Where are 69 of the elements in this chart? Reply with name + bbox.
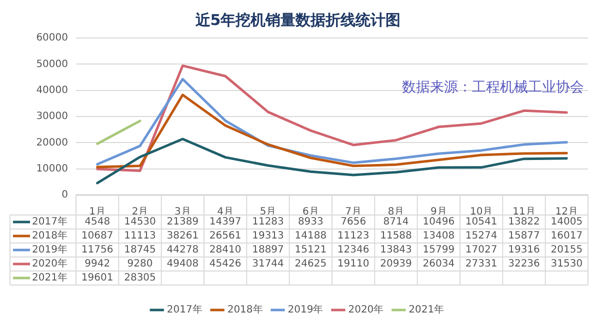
- data-label: 26561: [209, 230, 242, 242]
- data-label: 17027: [465, 244, 498, 256]
- data-label: 24625: [294, 258, 327, 270]
- data-label: 15121: [294, 244, 327, 256]
- text: 2020年: [348, 304, 384, 316]
- data-label: 26034: [422, 258, 455, 270]
- legend-label: 2017年: [32, 216, 68, 228]
- data-label: 7656: [340, 216, 366, 228]
- data-label: 16017: [550, 230, 583, 242]
- chart-title: 近5年挖机销量数据折线统计图: [194, 10, 401, 29]
- data-label: 8714: [383, 216, 409, 228]
- y-tick-label: 50000: [36, 58, 68, 70]
- data-label: 10687: [81, 230, 114, 242]
- data-label: 44278: [166, 244, 199, 256]
- data-label: 13408: [422, 230, 455, 242]
- data-label: 31530: [550, 258, 583, 270]
- data-label: 14397: [209, 216, 242, 228]
- data-label: 20939: [380, 258, 412, 270]
- data-label: 11283: [252, 216, 284, 228]
- data-label: 10496: [422, 216, 455, 228]
- data-label: 15877: [508, 230, 540, 242]
- legend-label: 2020年: [32, 258, 68, 270]
- y-tick-label: 60000: [36, 32, 68, 44]
- text: 2018年: [227, 304, 263, 316]
- legend-label: 2021年: [32, 272, 68, 284]
- data-label: 11756: [81, 244, 114, 256]
- data-label: 11123: [337, 230, 370, 242]
- data-label: 9280: [127, 258, 153, 270]
- data-label: 12346: [337, 244, 370, 256]
- data-label: 19316: [508, 244, 540, 256]
- data-label: 15799: [422, 244, 455, 256]
- data-label: 13843: [380, 244, 412, 256]
- data-label: 15274: [465, 230, 498, 242]
- data-label: 9942: [84, 258, 110, 270]
- data-label: 13822: [508, 216, 540, 228]
- data-label: 18745: [124, 244, 156, 256]
- data-label: 8933: [298, 216, 324, 228]
- data-label: 27331: [465, 258, 498, 270]
- data-label: 19313: [252, 230, 284, 242]
- data-label: 31744: [252, 258, 284, 270]
- legend-label: 2019年: [32, 244, 68, 256]
- data-label: 20155: [550, 244, 583, 256]
- annotation: 数据来源：工程机械工业协会: [402, 80, 584, 96]
- y-tick-label: 30000: [36, 111, 68, 122]
- data-label: 14530: [124, 216, 156, 228]
- y-tick-label: 10000: [36, 163, 68, 174]
- data-label: 32236: [508, 258, 540, 270]
- data-label: 28305: [124, 272, 156, 284]
- data-label: 10541: [465, 216, 498, 228]
- text: 2019年: [288, 304, 324, 316]
- text: 2017年: [166, 304, 202, 316]
- y-tick-label: 40000: [36, 84, 68, 96]
- y-tick-label: 0: [62, 190, 68, 201]
- data-label: 18897: [252, 244, 284, 256]
- data-label: 19601: [81, 272, 114, 284]
- data-label: 4548: [84, 216, 110, 228]
- data-label: 49408: [166, 258, 199, 270]
- y-tick-label: 20000: [36, 137, 68, 148]
- data-label: 28410: [209, 244, 242, 256]
- legend-label: 2018年: [32, 230, 68, 242]
- data-label: 45426: [209, 258, 242, 270]
- data-label: 11588: [380, 230, 412, 242]
- data-label: 21389: [166, 216, 199, 228]
- data-label: 38261: [166, 230, 199, 242]
- data-label: 11113: [124, 230, 156, 242]
- data-label: 14005: [550, 216, 583, 228]
- data-label: 14188: [294, 230, 327, 242]
- text: 2021年: [408, 304, 444, 316]
- data-label: 19110: [337, 258, 370, 270]
